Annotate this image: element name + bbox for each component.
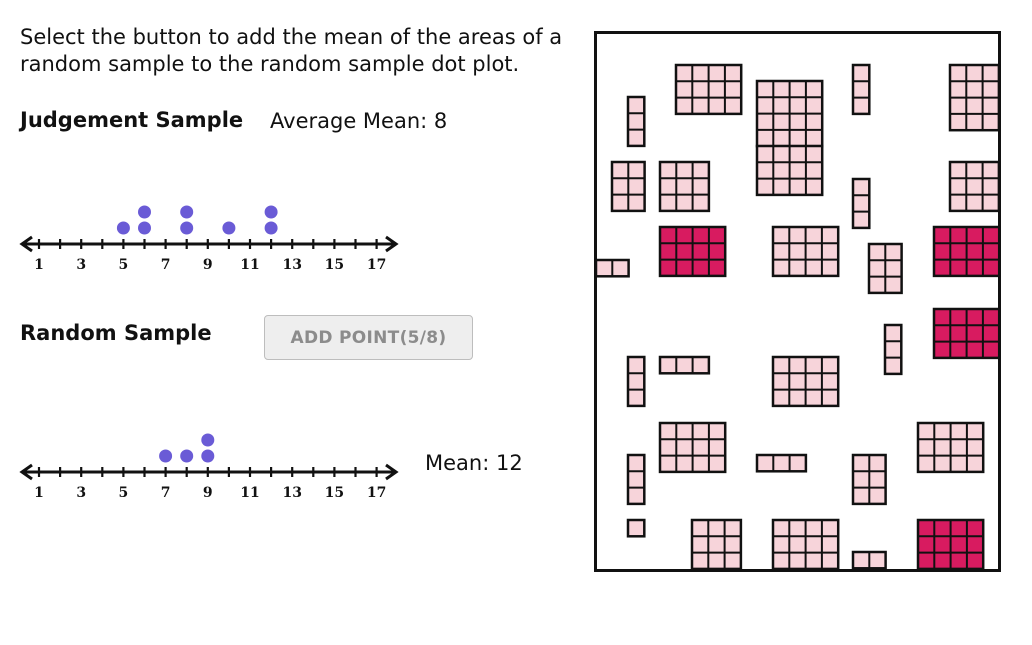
axis-tick-label: 3 [76,257,86,273]
rectangle[interactable] [626,355,646,408]
rectangle[interactable] [771,518,840,571]
axis-tick-label: 1 [34,257,44,273]
data-dot [201,449,215,463]
axis-tick-label: 9 [203,485,213,501]
data-dot [116,221,130,235]
axis-ticks [37,467,378,477]
axis-tick-label: 7 [161,485,171,501]
axis-tick-label: 15 [325,485,344,501]
rectangle[interactable] [674,63,743,116]
rectangle[interactable] [626,518,646,538]
rectangle[interactable] [658,421,727,474]
rectangle[interactable] [755,453,808,473]
rectangle[interactable] [771,225,840,278]
rectangle[interactable] [626,453,646,506]
axis-tick-label: 1 [34,485,44,501]
axis-arrow-right [385,235,399,253]
data-dot [138,221,151,235]
random-sample-title: Random Sample [20,321,212,345]
instructions-text: Select the button to add the mean of the… [20,25,563,76]
rectangle[interactable] [948,63,1001,132]
rectangle[interactable] [771,355,840,408]
rectangle[interactable] [851,63,871,116]
rectangle[interactable] [867,242,903,295]
data-dot [222,221,236,235]
judgement-dot-plot: 1 3 5 7 9 11 13 15 17 [19,205,399,273]
axis-tick-labels: 1 3 5 7 9 11 13 15 17 [34,257,386,273]
random-mean-label: Mean: 12 [425,451,523,475]
rectangle[interactable] [883,323,903,376]
axis-tick-label: 3 [76,485,86,501]
selected-rectangle[interactable] [916,518,985,571]
random-dot-plot: 1 3 5 7 9 11 13 15 17 [19,433,399,501]
rectangle[interactable] [851,453,887,506]
selected-rectangle[interactable] [932,225,1001,278]
axis-tick-label: 17 [367,257,386,273]
axis-tick-label: 13 [282,485,301,501]
rectangle[interactable] [658,355,711,375]
rectangle[interactable] [948,160,1001,213]
rectangle[interactable] [690,518,743,571]
data-dot [138,205,151,219]
axis-tick-labels: 1 3 5 7 9 11 13 15 17 [34,485,386,501]
axis-tick-label: 9 [203,257,213,273]
judgement-sample-title: Judgement Sample [20,108,244,132]
axis-tick-label: 5 [119,485,129,501]
rectangle[interactable] [755,79,824,148]
judgement-dots [116,205,278,235]
axis-tick-label: 13 [282,257,301,273]
selected-rectangle[interactable] [658,225,727,278]
axis-tick-label: 15 [325,257,344,273]
axis-ticks [37,239,378,249]
axis-tick-label: 17 [367,485,386,501]
rectangle[interactable] [594,258,630,278]
rectangle[interactable] [626,95,646,148]
random-dots [159,433,215,463]
axis-arrow-right [385,463,399,481]
rectangle[interactable] [658,160,711,213]
axis-arrow-left [19,463,33,481]
rectangle[interactable] [916,421,985,474]
selected-rectangle[interactable] [932,307,1001,360]
rectangle[interactable] [610,160,646,213]
axis-tick-label: 11 [240,485,259,501]
rectangles-layer [594,63,1001,571]
rectangle[interactable] [851,550,887,570]
rectangles-panel [594,31,1001,572]
add-point-button[interactable]: ADD POINT(5/8) [264,315,473,360]
data-dot [264,221,278,235]
data-dot [159,449,173,463]
rectangle[interactable] [851,177,871,230]
axis-tick-label: 7 [161,257,171,273]
axis-tick-label: 11 [240,257,259,273]
axis-arrow-left [19,235,33,253]
data-dot [201,433,215,447]
axis-tick-label: 5 [119,257,129,273]
data-dot [264,205,278,219]
data-dot [180,205,194,219]
data-dot [180,221,194,235]
average-mean-label: Average Mean: 8 [270,109,448,133]
rectangle[interactable] [755,144,824,197]
data-dot [180,449,194,463]
